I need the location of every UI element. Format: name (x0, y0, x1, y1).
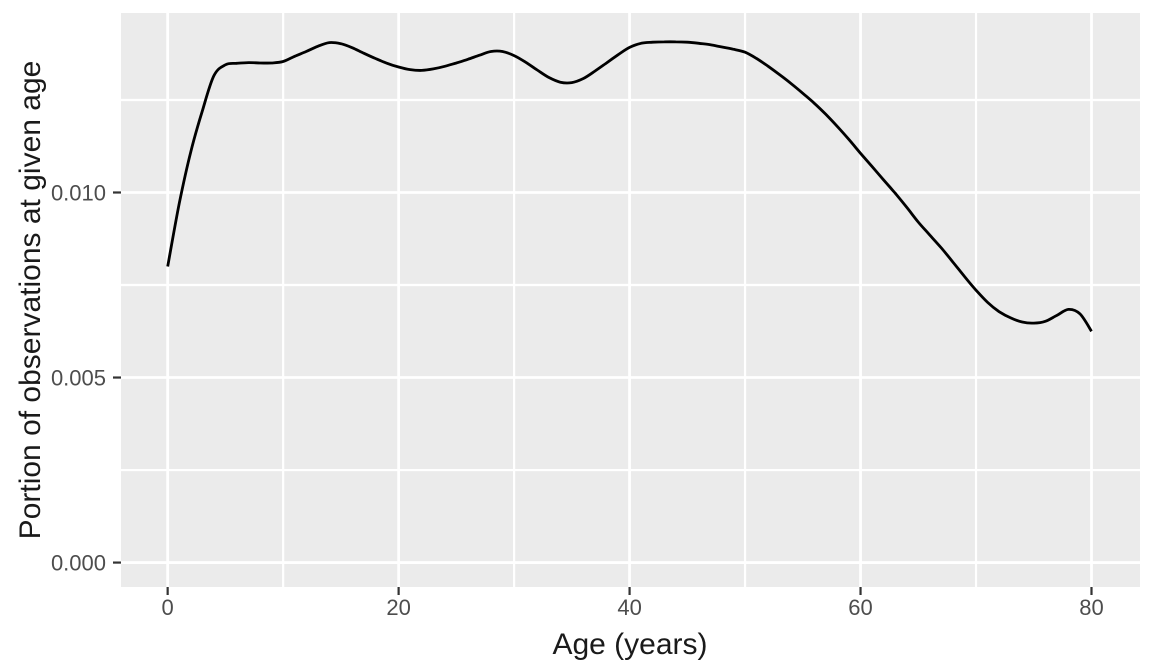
density-curve (166, 40, 1093, 333)
y-tick-label: 0.000 (51, 551, 106, 576)
y-axis-ticks (113, 191, 121, 564)
y-tick-labels: 0.000 0.005 0.010 (51, 180, 106, 575)
x-tick-label: 40 (617, 595, 641, 620)
x-tick-label: 80 (1079, 595, 1103, 620)
major-gridlines (121, 13, 1140, 587)
x-tick-label: 60 (848, 595, 872, 620)
y-tick-label: 0.010 (51, 180, 106, 205)
y-axis-title: Portion of observations at given age (14, 61, 47, 540)
y-tick-label: 0.005 (51, 366, 106, 391)
x-tick-label: 0 (162, 595, 174, 620)
x-tick-label: 20 (386, 595, 410, 620)
x-tick-labels: 0 20 40 60 80 (162, 595, 1104, 620)
x-axis-title: Age (years) (552, 628, 707, 661)
x-axis-ticks (166, 587, 1093, 595)
